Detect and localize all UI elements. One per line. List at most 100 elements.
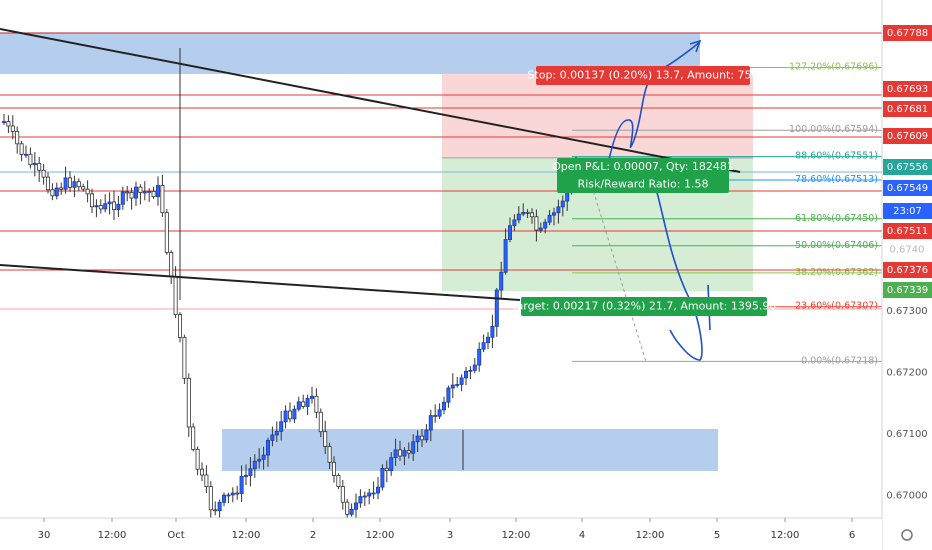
candle-body (274, 430, 279, 436)
candle-body (41, 169, 46, 178)
candle-body (279, 421, 284, 432)
candle-body (133, 186, 138, 199)
candle-body (68, 177, 73, 188)
fib-level-label: 78.60%(0.67513) (795, 174, 878, 185)
open-pnl-label[interactable] (557, 158, 729, 193)
candle-body (54, 187, 59, 197)
trend-line-upper[interactable] (0, 28, 741, 173)
time-tick-label: 12:00 (98, 530, 127, 541)
price-badge-text: 23:07 (893, 206, 922, 217)
candle-body (125, 191, 130, 194)
candle-body (138, 186, 143, 193)
time-tick-label: 12:00 (502, 530, 531, 541)
target-label-text: Target: 0.00217 (0.32%) 21.7, Amount: 13… (511, 300, 777, 313)
gear-icon[interactable] (901, 529, 913, 541)
price-badge (883, 25, 932, 41)
candle-body (10, 125, 15, 132)
candle-body (204, 474, 209, 487)
candle-body (547, 214, 552, 223)
candle-body (367, 492, 372, 497)
candle-body (177, 314, 182, 338)
price-badge-text: 0.67609 (887, 131, 928, 142)
candle-body (252, 460, 257, 470)
candle-body (270, 434, 275, 441)
candle-body (32, 163, 37, 166)
candle-body (287, 410, 292, 420)
price-badge-text: 0.67376 (887, 265, 928, 276)
candle-body (362, 495, 367, 498)
time-tick-label: 12:00 (366, 530, 395, 541)
candle-body (305, 398, 310, 407)
candle-body (450, 384, 455, 389)
price-tick-label: 0.67000 (886, 491, 927, 502)
time-tick-label: 12:00 (232, 530, 261, 541)
candle-body (433, 415, 438, 417)
candle-body (530, 212, 535, 218)
candle-body (543, 221, 548, 229)
demand-zone (222, 429, 718, 471)
candles-layer (2, 48, 579, 522)
candle-body (538, 227, 543, 231)
candle-body (318, 411, 323, 433)
candle-body (169, 252, 174, 278)
candle-body (560, 200, 565, 208)
candle-body (292, 408, 297, 420)
candle-body (437, 409, 442, 417)
candle-body (301, 401, 306, 407)
candle-body (90, 193, 95, 208)
candle-body (556, 206, 561, 214)
candle-body (389, 457, 394, 472)
candle-body (314, 395, 319, 413)
candle-body (59, 187, 64, 190)
fib-level-label: 23.60%(0.67307) (795, 301, 878, 312)
candle-body (353, 502, 358, 510)
time-tick-label: 6 (849, 530, 855, 541)
open-pnl-label-text: Risk/Reward Ratio: 1.58 (578, 177, 709, 190)
target-label[interactable] (521, 297, 767, 316)
stop-label[interactable] (536, 66, 750, 85)
candle-body (129, 192, 134, 199)
trend-line-lower[interactable] (0, 264, 521, 301)
candle-body (428, 415, 433, 431)
candle-body (160, 185, 165, 214)
price-badge-text: 0.67693 (887, 84, 928, 95)
sketch-up-arrow (603, 39, 702, 186)
candle-body (323, 431, 328, 447)
candle-body (477, 348, 482, 366)
candle-body (28, 153, 33, 166)
candle-body (98, 205, 103, 210)
candle-body (455, 383, 460, 386)
candle-body (424, 429, 429, 441)
fib-level-label: 0.00%(0.67218) (801, 355, 878, 366)
position-labels-layer: Stop: 0.00137 (0.20%) 13.7, Amount: 750 O… (511, 66, 777, 316)
candle-body (151, 190, 156, 198)
candle-body (384, 467, 389, 472)
candle-body (107, 201, 112, 205)
candle-body (173, 276, 178, 316)
price-badge (883, 159, 932, 175)
candle-body (327, 446, 332, 463)
candle-body (481, 342, 486, 350)
price-tick-label: 0.67300 (886, 306, 927, 317)
price-badge (883, 81, 932, 97)
candle-body (340, 486, 345, 503)
candle-body (15, 130, 20, 145)
time-tick-label: 12:00 (636, 530, 665, 541)
price-badge-text: 0.67788 (887, 28, 928, 39)
price-tick-label-faded: 0.6740 (890, 245, 925, 256)
candle-body (226, 494, 231, 497)
time-tick-label: 3 (447, 530, 453, 541)
candle-body (164, 212, 169, 253)
candle-body (265, 439, 270, 456)
time-axis[interactable] (0, 518, 882, 550)
candle-body (50, 189, 55, 197)
stop-label-text: Stop: 0.00137 (0.20%) 13.7, Amount: 750 (527, 69, 758, 82)
candle-body (499, 271, 504, 291)
candle-body (63, 177, 68, 190)
fib-level-label: 88.60%(0.67551) (795, 151, 878, 162)
candle-body (81, 186, 86, 190)
candle-body (371, 492, 376, 495)
fib-level-label: 100.00%(0.67594) (789, 124, 878, 135)
